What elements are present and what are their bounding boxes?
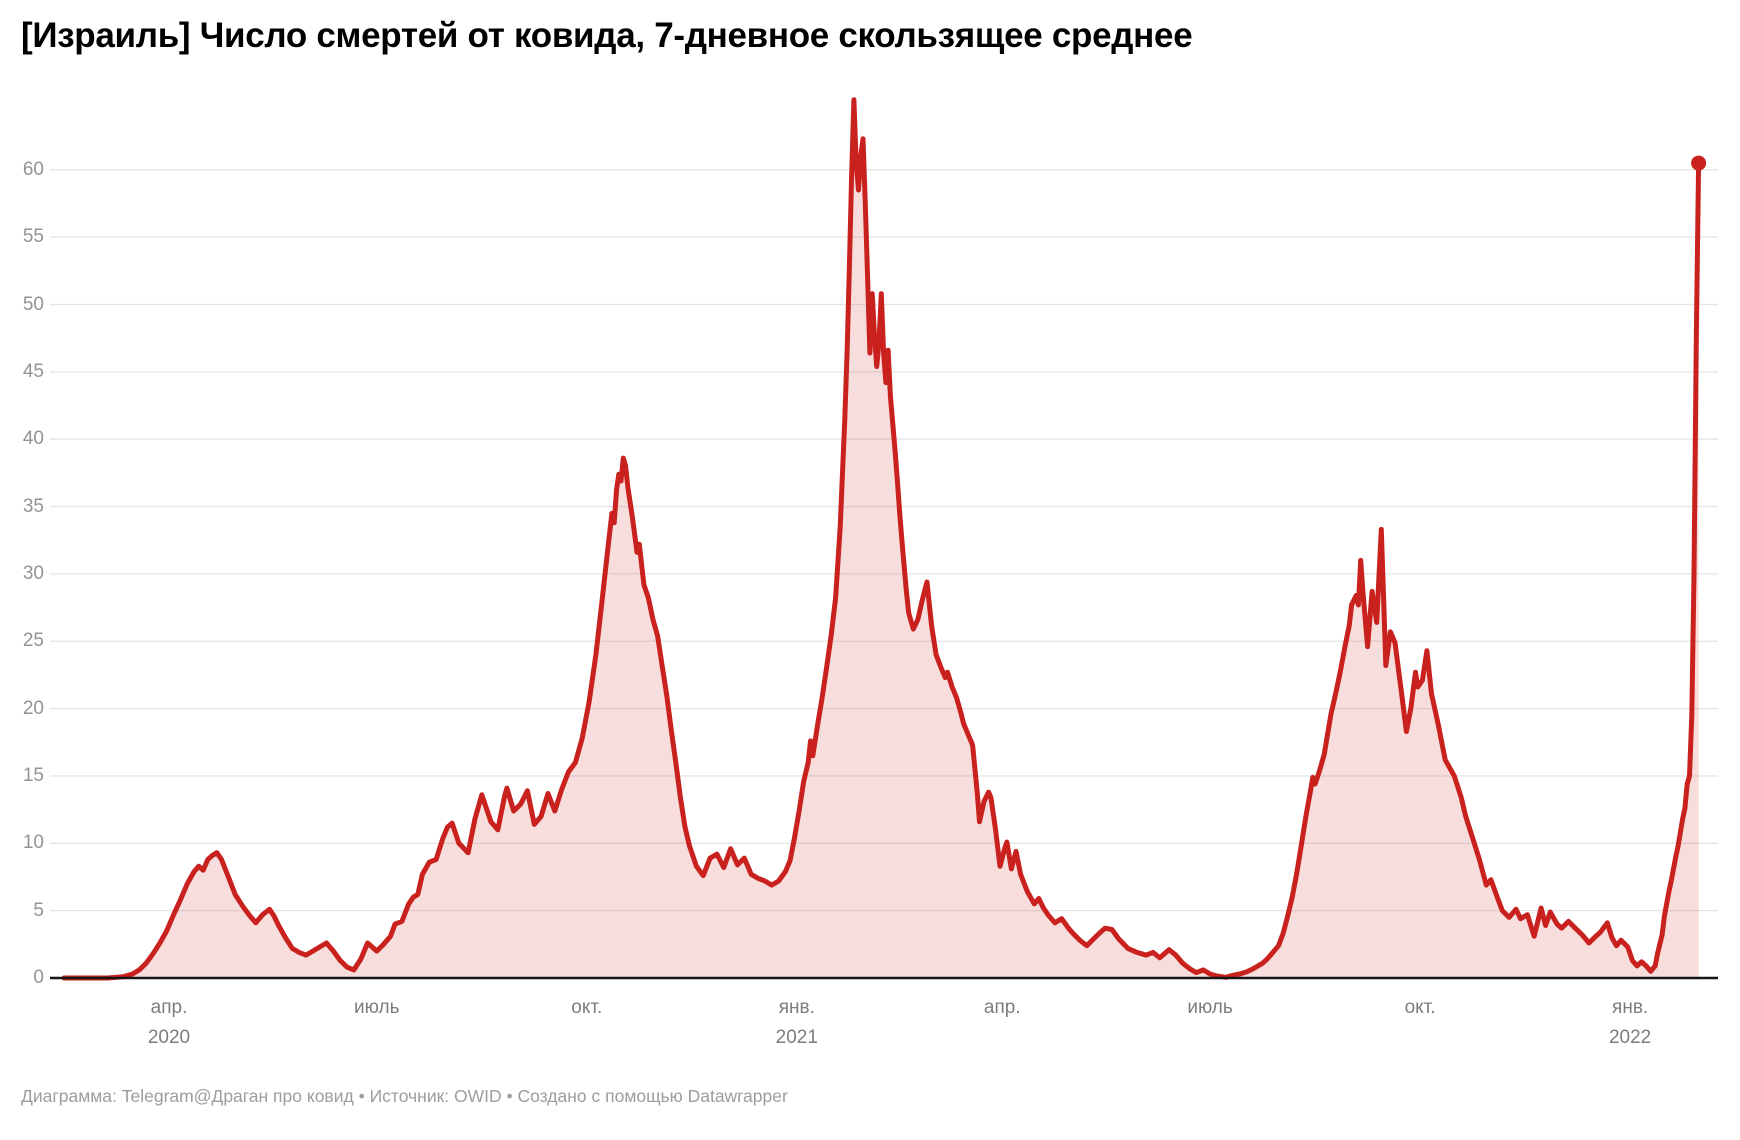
x-axis-year-label: 2020 bbox=[147, 1027, 191, 1048]
y-axis-label-25: 25 bbox=[22, 630, 44, 652]
x-axis-year-label: 2021 bbox=[775, 1027, 818, 1048]
x-axis-tick-label: июль bbox=[354, 997, 400, 1018]
y-axis-label-30: 30 bbox=[22, 562, 44, 584]
x-axis-tick-label: апр. bbox=[983, 997, 1021, 1018]
x-axis-tick-label: июль bbox=[1187, 997, 1233, 1018]
y-axis-label-35: 35 bbox=[22, 495, 44, 517]
y-axis-label-55: 55 bbox=[22, 226, 44, 248]
x-axis-tick-label: окт. bbox=[571, 997, 603, 1018]
x-axis-tick-label: апр. bbox=[150, 997, 188, 1018]
y-axis-label-20: 20 bbox=[22, 697, 44, 719]
y-axis-label-50: 50 bbox=[22, 293, 44, 315]
x-axis-tick-label: янв. bbox=[1612, 997, 1649, 1018]
y-axis-label-60: 60 bbox=[22, 158, 44, 180]
x-axis-year-label: 2022 bbox=[1608, 1027, 1652, 1048]
y-axis-label-40: 40 bbox=[22, 428, 44, 450]
y-axis-label-5: 5 bbox=[33, 899, 44, 921]
y-axis-label-10: 10 bbox=[22, 832, 44, 854]
x-axis-tick-label: окт. bbox=[1404, 997, 1436, 1018]
chart-footer: Диаграмма: Telegram@Драган про ковид • И… bbox=[21, 1086, 788, 1106]
series-area bbox=[64, 99, 1699, 979]
y-axis-label-15: 15 bbox=[22, 764, 44, 786]
chart-title: [Израиль] Число смертей от ковида, 7-дне… bbox=[21, 16, 1193, 55]
y-axis-label-45: 45 bbox=[22, 360, 44, 382]
x-axis-tick-label: янв. bbox=[778, 997, 815, 1018]
y-axis-label-0: 0 bbox=[33, 967, 44, 988]
endpoint-dot bbox=[1691, 155, 1707, 171]
series-line bbox=[61, 97, 1702, 981]
